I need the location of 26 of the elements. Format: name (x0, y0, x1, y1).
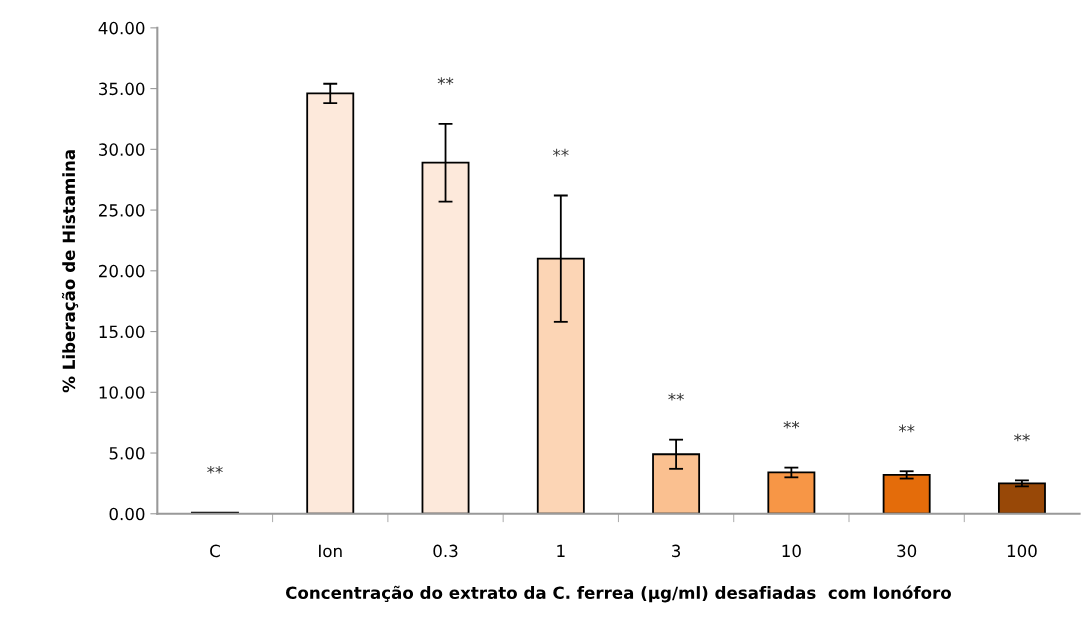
x-tick-label: 10 (782, 544, 801, 558)
x-tick-label: 30 (897, 544, 917, 558)
y-tick-label: 10.00 (99, 386, 145, 399)
x-tick-label: 1 (557, 544, 565, 557)
x-axis-title: Concentração do extrato da C. ferrea (µg/ml) desafiadas com Ionóforo (286, 585, 951, 603)
y-tick-label: 0.00 (109, 507, 145, 521)
y-tick-label: 5.00 (109, 446, 145, 460)
y-tick-label: 35.00 (99, 82, 145, 96)
annotation: ** (1014, 433, 1030, 442)
x-tick-label: 0.3 (433, 544, 458, 558)
y-tick-label: 15.00 (99, 325, 145, 339)
annotation: ** (898, 424, 915, 433)
annotation: ** (437, 77, 454, 85)
x-tick-label: Ion (319, 544, 342, 558)
annotation: ** (783, 420, 800, 429)
y-tick-label: 30.00 (99, 143, 145, 156)
y-tick-label: 40.00 (98, 21, 145, 35)
x-tick-label: 100 (1007, 544, 1037, 558)
annotation: ** (552, 148, 569, 157)
annotation: ** (207, 465, 223, 474)
x-tick-label: C (210, 544, 220, 558)
x-tick-label: 3 (672, 544, 681, 558)
y-axis-title: % Liberação de Histamina (61, 150, 79, 393)
annotation: ** (668, 393, 684, 401)
y-tick-label: 20.00 (99, 264, 145, 278)
y-tick-label: 25.00 (99, 204, 145, 217)
